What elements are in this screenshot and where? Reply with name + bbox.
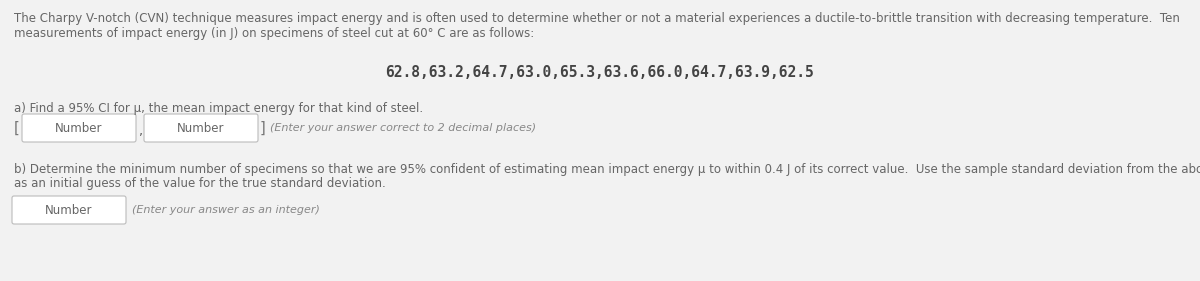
Text: [: [ bbox=[14, 121, 19, 135]
Text: (Enter your answer as an integer): (Enter your answer as an integer) bbox=[132, 205, 320, 215]
Text: ,: , bbox=[138, 124, 142, 137]
Text: Number: Number bbox=[178, 121, 224, 135]
Text: Number: Number bbox=[55, 121, 103, 135]
Text: The Charpy V-notch (CVN) technique measures impact energy and is often used to d: The Charpy V-notch (CVN) technique measu… bbox=[14, 12, 1180, 25]
Text: as an initial guess of the value for the true standard deviation.: as an initial guess of the value for the… bbox=[14, 177, 385, 190]
Text: a) Find a 95% CI for μ, the mean impact energy for that kind of steel.: a) Find a 95% CI for μ, the mean impact … bbox=[14, 102, 424, 115]
FancyBboxPatch shape bbox=[144, 114, 258, 142]
Text: b) Determine the minimum number of specimens so that we are 95% confident of est: b) Determine the minimum number of speci… bbox=[14, 163, 1200, 176]
Text: (Enter your answer correct to 2 decimal places): (Enter your answer correct to 2 decimal … bbox=[270, 123, 536, 133]
Text: Number: Number bbox=[46, 203, 92, 216]
Text: 62.8,63.2,64.7,63.0,65.3,63.6,66.0,64.7,63.9,62.5: 62.8,63.2,64.7,63.0,65.3,63.6,66.0,64.7,… bbox=[385, 65, 815, 80]
Text: ]: ] bbox=[260, 121, 265, 135]
FancyBboxPatch shape bbox=[12, 196, 126, 224]
FancyBboxPatch shape bbox=[22, 114, 136, 142]
Text: measurements of impact energy (in J) on specimens of steel cut at 60° C are as f: measurements of impact energy (in J) on … bbox=[14, 27, 534, 40]
